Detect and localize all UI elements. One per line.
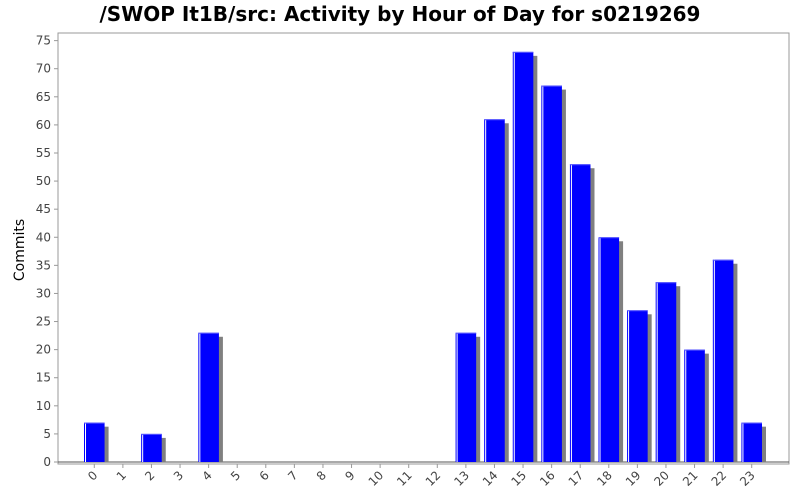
x-tick-label: 12 [423, 468, 444, 489]
x-axis: 0 1 2 3 4 5 6 7 8 9 10 11 12 13 14 15 16 17 18 19 20 21 22 23 [58, 461, 789, 489]
bar [84, 422, 105, 462]
bar [655, 282, 677, 462]
y-tick-label: 45 [36, 202, 51, 216]
x-tick-label: 10 [366, 468, 387, 489]
x-tick-label: 4 [199, 468, 214, 483]
x-tick-label: 23 [737, 468, 758, 489]
x-tick-label: 19 [623, 468, 644, 489]
bar [484, 119, 505, 463]
x-tick-label: 0 [85, 468, 100, 483]
y-tick-label: 65 [36, 90, 51, 104]
x-tick-label: 15 [508, 468, 529, 489]
x-tick-label: 7 [285, 468, 300, 483]
x-tick-label: 2 [142, 468, 157, 483]
y-axis-label: Commits [12, 219, 28, 281]
x-tick-label: 11 [394, 468, 415, 489]
x-tick-label: 18 [594, 468, 615, 489]
y-tick-label: 75 [36, 34, 51, 48]
bar [541, 85, 562, 462]
y-tick-label: 60 [36, 118, 51, 132]
y-tick-label: 50 [36, 174, 51, 188]
y-tick-label: 40 [36, 230, 51, 244]
x-tick-label: 17 [566, 468, 587, 489]
bar [198, 332, 219, 462]
y-tick-label: 30 [36, 286, 51, 300]
y-tick-label: 15 [36, 371, 51, 385]
y-tick-label: 0 [43, 455, 51, 469]
x-tick-label: 14 [480, 468, 501, 489]
bars [84, 51, 766, 463]
y-tick-label: 5 [43, 427, 51, 441]
y-tick-label: 70 [36, 62, 51, 76]
bar [141, 433, 162, 462]
y-tick-label: 35 [36, 258, 51, 272]
bar [598, 237, 620, 462]
x-tick-label: 3 [171, 468, 186, 483]
y-tick-label: 20 [36, 343, 51, 357]
x-tick-label: 20 [651, 468, 672, 489]
x-tick-label: 22 [709, 468, 730, 489]
y-tick-label: 25 [36, 315, 51, 329]
bar [569, 164, 591, 462]
bar [627, 310, 648, 462]
chart-title: /SWOP It1B/src: Activity by Hour of Day … [99, 2, 701, 26]
x-tick-label: 5 [228, 468, 243, 483]
bar [512, 51, 534, 463]
x-tick-label: 16 [537, 468, 558, 489]
x-tick-label: 6 [257, 468, 272, 483]
bar [741, 422, 762, 462]
bar [684, 349, 705, 462]
y-tick-label: 10 [36, 399, 51, 413]
y-axis: 0 5 10 15 20 25 30 35 40 45 50 55 60 65 70 75 [36, 34, 58, 469]
x-tick-label: 9 [342, 468, 357, 483]
x-tick-label: 13 [451, 468, 472, 489]
y-tick-label: 55 [36, 146, 51, 160]
x-tick-label: 8 [314, 468, 329, 483]
x-tick-label: 1 [114, 468, 129, 483]
bar [712, 259, 734, 462]
x-tick-label: 21 [680, 468, 701, 489]
bar [455, 332, 477, 462]
